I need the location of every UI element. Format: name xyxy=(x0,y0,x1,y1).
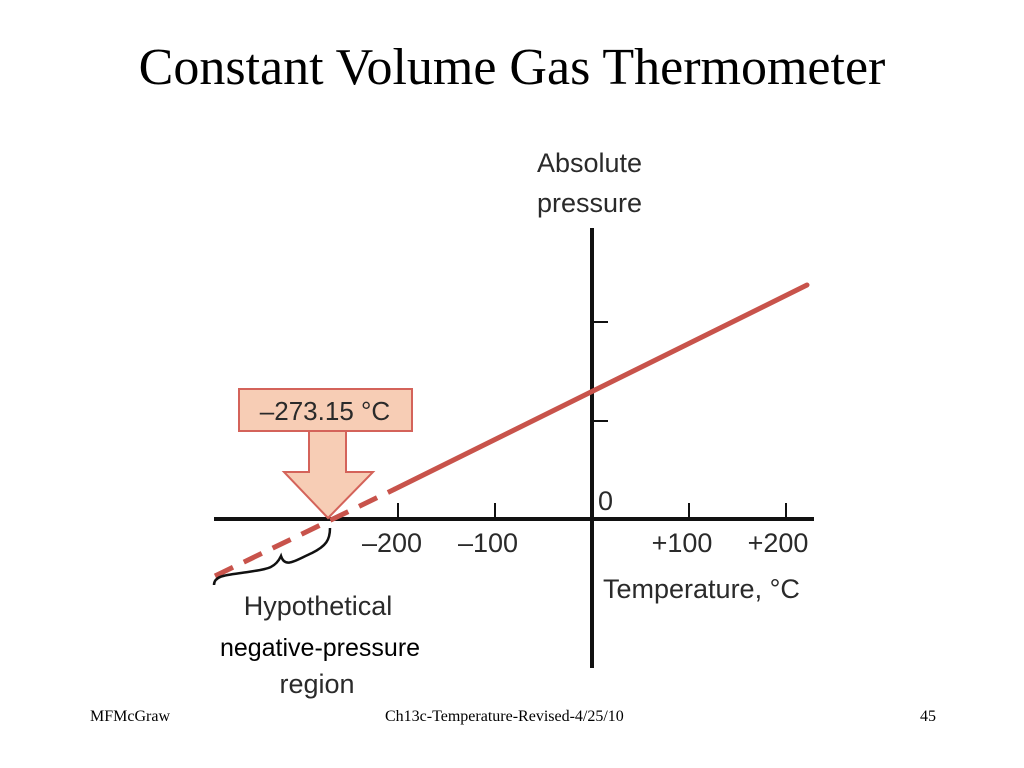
pressure-line xyxy=(392,282,810,492)
footer-page-number: 45 xyxy=(920,708,936,725)
y-axis-label-line2: pressure xyxy=(537,188,642,218)
footer-author: MFMcGraw xyxy=(90,708,170,725)
extrapolated-line xyxy=(213,486,397,579)
x-axis-label: Temperature, °C xyxy=(603,574,800,604)
tick-label: +100 xyxy=(652,528,713,558)
callout-arrow xyxy=(281,430,376,520)
region-brace xyxy=(212,527,332,586)
absolute-zero-callout-label: –273.15 °C xyxy=(260,396,390,426)
footer-file: Ch13c-Temperature-Revised-4/25/10 xyxy=(385,708,624,725)
slide-title: Constant Volume Gas Thermometer xyxy=(138,39,886,96)
tick-label: –100 xyxy=(458,528,518,558)
region-label-line1: Hypothetical xyxy=(244,591,393,621)
tick-label: –200 xyxy=(362,528,422,558)
absolute-zero-callout-box xyxy=(238,388,413,432)
y-axis-label-line1: Absolute xyxy=(537,148,642,178)
region-label-line2: negative-pressure xyxy=(220,634,420,662)
origin-label: 0 xyxy=(598,486,613,516)
tick-label: +200 xyxy=(748,528,809,558)
region-label-line3: region xyxy=(279,669,354,699)
